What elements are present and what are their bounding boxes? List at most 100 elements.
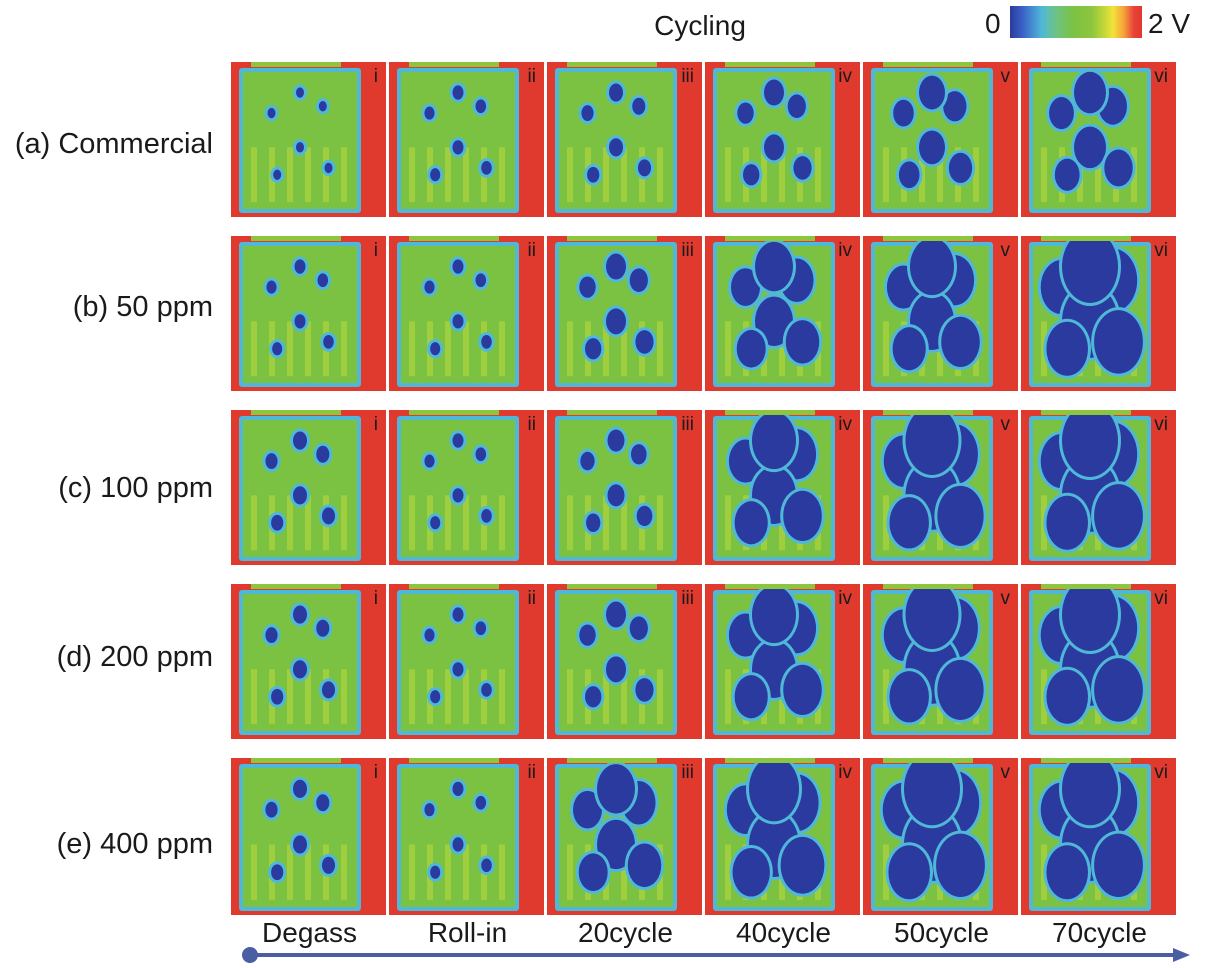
depletion-region: [321, 856, 336, 874]
depletion-region: [430, 865, 441, 879]
bright-streak: [621, 844, 627, 901]
depletion-region: [606, 308, 626, 335]
panel-label: iv: [838, 588, 852, 609]
depletion-region: [316, 619, 330, 637]
heatmap-panel: v: [863, 410, 1018, 565]
heatmap-image: [231, 410, 386, 565]
depletion-region: [632, 97, 646, 115]
depletion-region: [793, 156, 812, 180]
heatmap-panel: iv: [705, 584, 860, 739]
heatmap-panel: i: [231, 584, 386, 739]
bright-streak: [725, 495, 731, 551]
bright-streak: [725, 844, 731, 901]
depletion-region: [630, 444, 647, 465]
heatmap-image: [1021, 236, 1176, 391]
depletion-region: [607, 484, 625, 507]
bright-streak: [1041, 147, 1047, 203]
column-label: 40cycle: [736, 917, 831, 948]
bright-streak: [409, 321, 415, 377]
panel-label: vi: [1154, 240, 1168, 261]
panel-label: iv: [838, 414, 852, 435]
bright-streak: [761, 147, 767, 203]
heatmap-panel: i: [231, 410, 386, 565]
depletion-region: [296, 87, 304, 98]
depletion-region: [265, 627, 278, 644]
depletion-region: [732, 847, 770, 897]
depletion-region: [606, 601, 626, 628]
heatmap-image: [231, 584, 386, 739]
depletion-region: [734, 501, 768, 545]
colorbar-min-label: 0: [985, 8, 1001, 39]
bright-streak: [567, 844, 573, 901]
panel-label: i: [373, 414, 378, 435]
top-edge: [1041, 584, 1131, 589]
bright-streak: [445, 669, 451, 725]
bright-streak: [287, 844, 293, 901]
bright-streak: [567, 669, 573, 725]
depletion-region: [893, 99, 914, 127]
heatmap-panel: vi: [1021, 62, 1176, 217]
bright-streak: [341, 321, 347, 377]
depletion-region: [919, 75, 945, 110]
bright-streak: [883, 147, 889, 203]
colorbar-max-label: 2 V: [1148, 8, 1191, 39]
heatmap-panel: i: [231, 62, 386, 217]
depletion-region: [293, 779, 307, 798]
bright-streak: [287, 495, 293, 551]
bright-streak: [409, 147, 415, 203]
heatmap-panel: ii: [389, 410, 544, 565]
depletion-region: [888, 845, 930, 900]
depletion-region: [452, 837, 464, 852]
heatmap-panel: i: [231, 236, 386, 391]
figure-title: Cycling: [654, 10, 746, 41]
panel-label: iii: [681, 588, 694, 609]
depletion-region: [1054, 158, 1080, 191]
depletion-region: [1074, 71, 1106, 114]
top-edge: [567, 236, 657, 241]
depletion-region: [579, 624, 596, 646]
heatmap-panel: i: [231, 758, 386, 915]
bright-streak: [567, 321, 573, 377]
depletion-region: [475, 99, 487, 114]
depletion-region: [943, 91, 967, 122]
panel-label: v: [1000, 762, 1011, 783]
top-edge: [567, 410, 657, 415]
depletion-region: [475, 273, 487, 288]
depletion-region: [1062, 410, 1118, 477]
column-label: 70cycle: [1052, 917, 1147, 948]
depletion-region: [1046, 495, 1088, 550]
panel-label: iv: [838, 762, 852, 783]
row-label: (c) 100 ppm: [58, 472, 213, 504]
row-label: (a) Commercial: [14, 128, 213, 160]
depletion-region: [585, 338, 602, 360]
heatmap-image: [705, 236, 860, 391]
depletion-region: [764, 79, 784, 106]
depletion-region: [787, 94, 806, 119]
heatmap-image: [705, 410, 860, 565]
heatmap-image: [547, 62, 702, 217]
bright-streak: [341, 844, 347, 901]
heatmap-panel: iii: [547, 584, 702, 739]
bright-streak: [341, 495, 347, 551]
depletion-region: [573, 790, 602, 829]
depletion-region: [764, 134, 784, 161]
bright-streak: [251, 495, 257, 551]
top-edge: [409, 236, 499, 241]
top-edge: [251, 62, 341, 67]
depletion-region: [1046, 669, 1088, 724]
depletion-region: [265, 453, 278, 470]
heatmap-image: [1021, 758, 1176, 915]
bright-streak: [463, 844, 469, 901]
depletion-region: [580, 451, 595, 471]
depletion-region: [892, 327, 926, 371]
panel-label: v: [1000, 588, 1011, 609]
depletion-region: [749, 758, 799, 822]
depletion-region: [755, 296, 793, 347]
panel-label: iii: [681, 762, 694, 783]
heatmap-panel: vi: [1021, 758, 1176, 915]
top-edge: [725, 62, 815, 67]
column-label: 20cycle: [578, 917, 673, 948]
panel-label: i: [373, 762, 378, 783]
depletion-region: [752, 585, 796, 644]
depletion-region: [597, 764, 635, 814]
